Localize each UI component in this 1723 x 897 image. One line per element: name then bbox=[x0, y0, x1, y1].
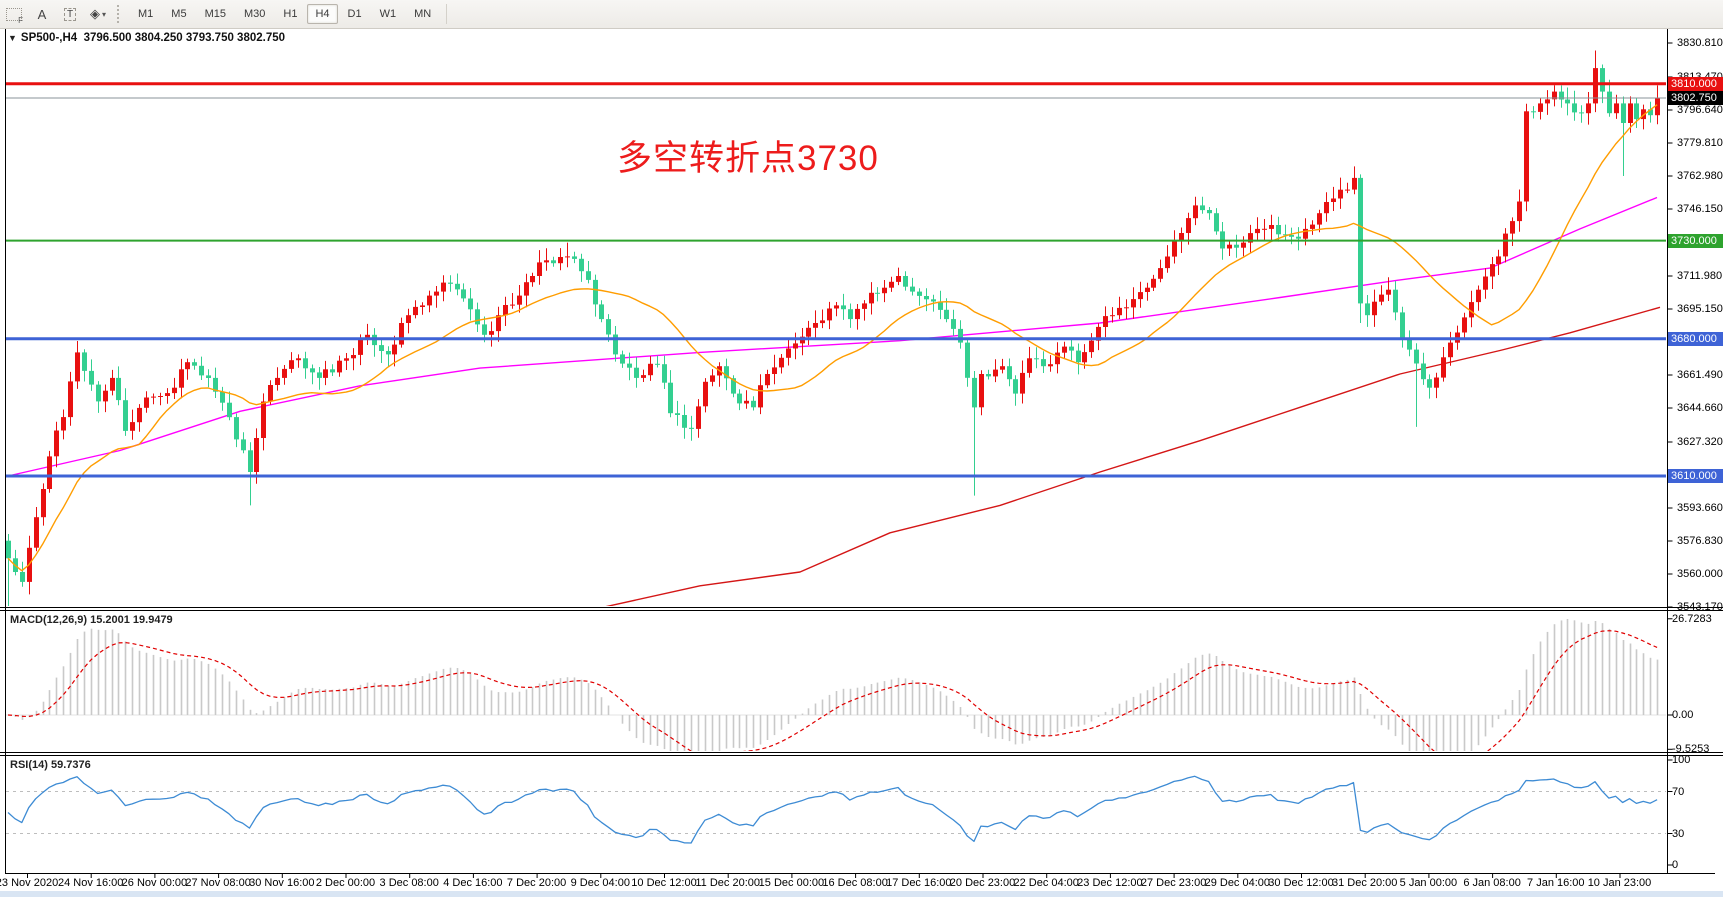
time-tick-label: 10 Jan 23:00 bbox=[1587, 877, 1652, 889]
ma-fast-line bbox=[7, 104, 1658, 572]
macd-axis-label: 0.00 bbox=[1672, 709, 1694, 721]
price-tick-label: 3593.660 bbox=[1677, 502, 1723, 514]
tf-button-m1[interactable]: M1 bbox=[138, 8, 154, 20]
tf-button-m15[interactable]: M15 bbox=[204, 8, 226, 20]
price-line-label: 3610.000 bbox=[1668, 468, 1723, 483]
text-box-icon: T bbox=[63, 7, 77, 21]
price-tick-label: 3796.640 bbox=[1677, 104, 1723, 116]
price-tick-label: 3695.150 bbox=[1677, 303, 1723, 315]
price-line-label: 3730.000 bbox=[1668, 233, 1723, 248]
tf-button-m30[interactable]: M30 bbox=[243, 8, 266, 20]
time-tick-label: 29 Dec 04:00 bbox=[1204, 877, 1271, 889]
tf-button-mn[interactable]: MN bbox=[414, 8, 432, 20]
frames-tool-button[interactable]: F bbox=[2, 2, 26, 26]
arrows-icon: ◈ bbox=[89, 6, 100, 21]
time-tick-label: 2 Dec 00:00 bbox=[315, 877, 376, 889]
time-tick-label: 30 Dec 12:00 bbox=[1268, 877, 1334, 889]
text-label-tool-button[interactable]: A bbox=[30, 2, 54, 26]
time-tick-label: 16 Dec 08:00 bbox=[822, 877, 888, 889]
time-tick-label: 10 Dec 12:00 bbox=[631, 877, 697, 889]
rsi-axis-label: 100 bbox=[1672, 754, 1691, 766]
symbol-dropdown-icon[interactable]: ▼ bbox=[8, 33, 17, 43]
time-tick-label: 3 Dec 08:00 bbox=[379, 877, 439, 889]
price-tick-label: 3576.830 bbox=[1677, 535, 1723, 547]
time-tick-label: 7 Dec 20:00 bbox=[506, 877, 567, 889]
time-tick-label: 6 Jan 08:00 bbox=[1463, 877, 1521, 889]
rsi-axis-label: 0 bbox=[1672, 859, 1679, 871]
tf-button-h1[interactable]: H1 bbox=[283, 8, 298, 20]
time-tick-label: 23 Nov 2020 bbox=[0, 877, 59, 889]
price-tick-label: 3543.170 bbox=[1677, 601, 1723, 613]
time-tick-label: 30 Nov 16:00 bbox=[249, 877, 315, 889]
time-tick-label: 31 Dec 20:00 bbox=[1331, 877, 1398, 889]
rsi-axis-label: 30 bbox=[1672, 827, 1685, 840]
price-line-label: 3680.000 bbox=[1668, 331, 1723, 346]
toolbar-separator bbox=[446, 4, 448, 24]
bottom-strip bbox=[0, 891, 1723, 897]
time-tick-label: 15 Dec 00:00 bbox=[758, 877, 825, 889]
price-tick-label: 3711.980 bbox=[1677, 270, 1723, 282]
time-tick-label: 23 Dec 12:00 bbox=[1077, 877, 1143, 889]
price-tick-label: 3762.980 bbox=[1677, 170, 1723, 182]
time-tick-label: 26 Nov 00:00 bbox=[121, 877, 188, 889]
time-tick-label: 27 Dec 23:00 bbox=[1140, 877, 1207, 889]
time-tick-label: 17 Dec 16:00 bbox=[886, 877, 952, 889]
macd-axis-label: 26.7283 bbox=[1672, 612, 1712, 625]
rsi-axis-label: 70 bbox=[1672, 785, 1685, 798]
price-tick-label: 3830.810 bbox=[1677, 37, 1723, 49]
price-tick-label: 3746.150 bbox=[1677, 203, 1723, 215]
symbol-quotes: 3796.500 3804.250 3793.750 3802.750 bbox=[83, 32, 286, 44]
symbol-ohlc-line[interactable]: ▼ SP500-,H4 3796.500 3804.250 3793.750 38… bbox=[8, 32, 285, 44]
time-tick-label: 11 Dec 20:00 bbox=[695, 877, 760, 889]
macd-layer bbox=[6, 619, 1666, 751]
time-tick-label: 27 Nov 08:00 bbox=[185, 877, 251, 889]
symbol-name: SP500-,H4 bbox=[20, 32, 78, 44]
time-tick-label: 9 Dec 04:00 bbox=[570, 877, 630, 889]
price-line-label: 3810.000 bbox=[1668, 76, 1723, 91]
toolbar-grip[interactable] bbox=[117, 5, 122, 23]
arrows-tool-button[interactable]: ◈ ▾ bbox=[86, 2, 110, 26]
price-tick-label: 3560.000 bbox=[1677, 568, 1723, 580]
frames-icon: F bbox=[6, 7, 23, 25]
time-tick-label: 7 Jan 16:00 bbox=[1527, 877, 1585, 889]
time-tick-label: 5 Jan 00:00 bbox=[1399, 877, 1458, 889]
time-tick-label: 22 Dec 04:00 bbox=[1013, 877, 1079, 889]
timeframe-group: M1 M5 M15 M30 H1 H4 D1 W1 MN bbox=[129, 4, 440, 24]
macd-axis-label: -9.5253 bbox=[1672, 743, 1710, 756]
price-tick-label: 3779.810 bbox=[1677, 137, 1723, 149]
rsi-layer bbox=[6, 775, 1666, 844]
text-label-icon: A bbox=[37, 6, 47, 22]
time-tick-label: 24 Nov 16:00 bbox=[57, 877, 124, 889]
price-tick-label: 3661.490 bbox=[1677, 369, 1723, 381]
tf-button-d1[interactable]: D1 bbox=[347, 8, 362, 20]
tf-button-h4[interactable]: H4 bbox=[307, 4, 338, 24]
text-box-tool-button[interactable]: T bbox=[58, 2, 82, 26]
chevron-down-icon: ▾ bbox=[101, 9, 106, 19]
price-line-label: 3802.750 bbox=[1668, 91, 1723, 106]
time-tick-label: 4 Dec 16:00 bbox=[443, 877, 503, 889]
rsi-indicator-label: RSI(14) 59.7376 bbox=[10, 759, 91, 771]
time-tick-label: 20 Dec 23:00 bbox=[949, 877, 1016, 889]
tf-button-m5[interactable]: M5 bbox=[171, 8, 187, 20]
tf-button-w1[interactable]: W1 bbox=[379, 8, 397, 20]
toolbar: F A T ◈ ▾ M1 M5 M15 M30 H1 H4 D1 W1 MN bbox=[0, 0, 1723, 29]
price-tick-label: 3644.660 bbox=[1677, 402, 1723, 414]
price-tick-label: 3627.320 bbox=[1677, 436, 1723, 448]
macd-indicator-label: MACD(12,26,9) 15.2001 19.9479 bbox=[10, 614, 173, 626]
chart-annotation[interactable]: 多空转折点3730 bbox=[617, 139, 879, 178]
